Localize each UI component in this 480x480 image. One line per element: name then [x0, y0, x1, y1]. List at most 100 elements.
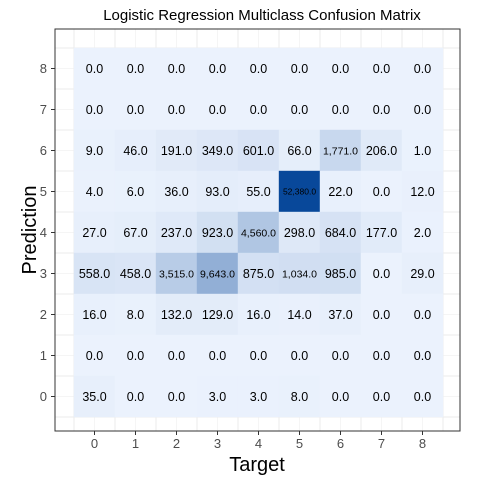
- heatmap-cell: [73, 211, 116, 254]
- cell-value-label: 29.0: [410, 267, 434, 281]
- cell-value-label: 16.0: [82, 308, 106, 322]
- heatmap-cell: [196, 252, 239, 295]
- cell-value-label: 0.0: [127, 349, 144, 363]
- cell-value-label: 0.0: [373, 185, 390, 199]
- heatmap-cell: [360, 170, 403, 213]
- cell-value-label: 0.0: [414, 390, 431, 404]
- heatmap-cell: [237, 252, 280, 295]
- cell-value-label: 298.0: [284, 226, 315, 240]
- x-tick-label: 6: [337, 436, 344, 451]
- heatmap-cell: [73, 88, 116, 131]
- cell-value-label: 0.0: [414, 103, 431, 117]
- cell-value-label: 8.0: [127, 308, 144, 322]
- cell-value-label: 0.0: [291, 349, 308, 363]
- cell-value-label: 0.0: [414, 349, 431, 363]
- heatmap-cell: [401, 293, 444, 336]
- cell-value-label: 1.0: [414, 144, 431, 158]
- cell-value-label: 237.0: [161, 226, 192, 240]
- heatmap-cell: [155, 334, 198, 377]
- cell-value-labels: 0.0 0.0 0.0 0.0 0.0 0.0 0.0 0.0 0.0 0.0 0.0 0.0 0.0 0…: [79, 62, 435, 404]
- cell-value-label: 27.0: [82, 226, 106, 240]
- cell-value-label: 9.0: [86, 144, 103, 158]
- heatmap-cell: [196, 170, 239, 213]
- cell-value-label: 22.0: [328, 185, 352, 199]
- cell-value-label: 0.0: [332, 103, 349, 117]
- cell-value-label: 2.0: [414, 226, 431, 240]
- heatmap-cell: [73, 334, 116, 377]
- heatmap-cell: [401, 334, 444, 377]
- cell-value-label: 14.0: [287, 308, 311, 322]
- heatmap-cell: [278, 211, 321, 254]
- heatmap-cell: [401, 129, 444, 172]
- panel-border: [54, 28, 461, 432]
- cell-value-label: 191.0: [161, 144, 192, 158]
- cell-value-label: 0.0: [168, 103, 185, 117]
- cell-value-label: 8.0: [291, 390, 308, 404]
- cell-value-label: 46.0: [123, 144, 147, 158]
- heatmap-cell: [237, 88, 280, 131]
- heatmap-cell: [155, 211, 198, 254]
- heatmap-cell: [319, 334, 362, 377]
- heatmap-cell: [319, 293, 362, 336]
- x-tick-label: 2: [173, 436, 180, 451]
- cell-value-label: 684.0: [325, 226, 356, 240]
- heatmap-cell: [278, 47, 321, 90]
- cell-value-label: 0.0: [127, 390, 144, 404]
- heatmap-cell: [319, 170, 362, 213]
- heatmap-cell: [360, 334, 403, 377]
- cell-value-label: 558.0: [79, 267, 110, 281]
- cell-value-label: 0.0: [373, 349, 390, 363]
- heatmap-cell: [73, 170, 116, 213]
- x-tick-label: 7: [378, 436, 385, 451]
- heatmap-cell: [114, 170, 157, 213]
- heatmap-cell: [237, 293, 280, 336]
- cell-value-label: 0.0: [414, 308, 431, 322]
- heatmap-cell: [237, 211, 280, 254]
- cell-value-label: 66.0: [287, 144, 311, 158]
- cell-value-label: 0.0: [373, 103, 390, 117]
- x-tick-label: 0: [91, 436, 98, 451]
- cell-value-label: 0.0: [250, 103, 267, 117]
- cell-value-label: 0.0: [373, 267, 390, 281]
- cell-value-label: 1,771.0: [323, 145, 358, 157]
- heatmap-cell: [319, 211, 362, 254]
- cell-value-label: 0.0: [332, 62, 349, 76]
- heatmap-cell: [196, 334, 239, 377]
- cell-value-label: 0.0: [250, 62, 267, 76]
- heatmap-cell: [196, 375, 239, 418]
- cell-value-label: 67.0: [123, 226, 147, 240]
- cell-value-label: 0.0: [332, 390, 349, 404]
- x-tick-label: 5: [296, 436, 303, 451]
- cell-value-label: 3.0: [250, 390, 267, 404]
- cell-value-label: 16.0: [246, 308, 270, 322]
- heatmap-cell: [360, 252, 403, 295]
- heatmap-cells: [73, 47, 444, 418]
- cell-value-label: 0.0: [127, 62, 144, 76]
- cell-value-label: 458.0: [120, 267, 151, 281]
- x-tick-label: 4: [255, 436, 262, 451]
- cell-value-label: 35.0: [82, 390, 106, 404]
- cell-value-label: 0.0: [209, 103, 226, 117]
- cell-value-label: 0.0: [127, 103, 144, 117]
- heatmap-cell: [155, 47, 198, 90]
- heatmap-cell: [360, 47, 403, 90]
- y-tick-label: 6: [40, 143, 47, 158]
- x-axis-title: Target: [229, 454, 285, 476]
- heatmap-cell: [114, 47, 157, 90]
- cell-value-label: 4.0: [86, 185, 103, 199]
- cell-value-label: 4,560.0: [241, 227, 276, 239]
- cell-value-label: 0.0: [373, 308, 390, 322]
- cell-value-label: 985.0: [325, 267, 356, 281]
- heatmap-cell: [401, 375, 444, 418]
- heatmap-cell: [114, 334, 157, 377]
- cell-value-label: 52,380.0: [283, 187, 316, 197]
- cell-value-label: 0.0: [250, 349, 267, 363]
- x-tick-label: 3: [214, 436, 221, 451]
- heatmap-cell: [360, 88, 403, 131]
- heatmap-cell: [73, 129, 116, 172]
- cell-value-label: 6.0: [127, 185, 144, 199]
- heatmap-cell: [237, 129, 280, 172]
- cell-value-label: 129.0: [202, 308, 233, 322]
- heatmap-cell: [401, 252, 444, 295]
